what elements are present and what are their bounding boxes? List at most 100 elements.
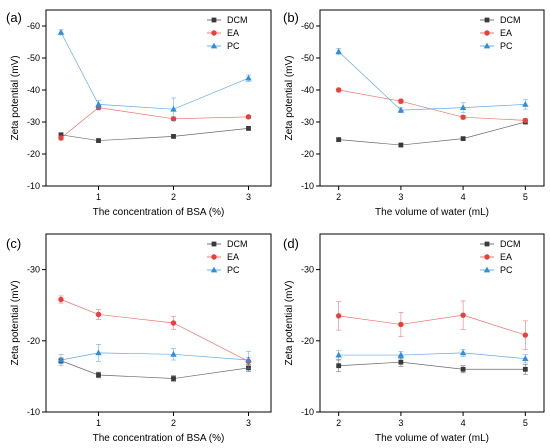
data-point (95, 349, 102, 356)
panel-label: (d) (283, 236, 299, 251)
data-point (398, 142, 404, 148)
data-point (171, 376, 176, 381)
series-pc (57, 344, 252, 369)
data-point (460, 114, 466, 120)
y-tick-label: -30 (301, 265, 314, 275)
data-point (398, 359, 404, 365)
x-tick-label: 1 (96, 192, 101, 202)
data-point (335, 87, 342, 93)
panel-label: (a) (6, 10, 22, 25)
data-point (522, 366, 528, 372)
data-point (96, 138, 101, 143)
data-point (246, 126, 251, 131)
data-point (398, 321, 404, 328)
x-tick-label: 2 (336, 192, 341, 202)
legend-entry: DCM (227, 15, 248, 25)
x-tick-label: 3 (398, 418, 403, 428)
legend-marker (211, 30, 217, 36)
y-tick-label: -40 (301, 85, 314, 95)
legend-entry: EA (227, 252, 239, 262)
data-point (522, 101, 529, 107)
x-tick-label: 2 (171, 418, 176, 428)
series-ea (335, 87, 529, 124)
legend-entry: PC (227, 265, 240, 275)
plot-frame (319, 9, 545, 187)
series-ea (335, 300, 529, 350)
data-point (460, 312, 466, 318)
y-tick-label: -20 (301, 336, 314, 346)
x-tick-label: 3 (246, 192, 251, 202)
legend-marker (211, 254, 217, 260)
plot-frame (45, 233, 272, 413)
data-point (459, 349, 467, 356)
data-point (336, 363, 342, 369)
series-line (60, 128, 249, 141)
y-tick-label: -30 (27, 117, 40, 127)
x-tick-label: 5 (523, 192, 528, 202)
y-tick-label: -10 (27, 181, 40, 191)
data-point (245, 114, 252, 120)
data-point (95, 311, 102, 318)
x-tick-label: 2 (336, 418, 341, 428)
legend-entry: EA (500, 28, 512, 38)
legend-marker (483, 42, 491, 49)
data-point (95, 101, 102, 107)
series-line (338, 314, 526, 336)
y-tick-label: -60 (301, 21, 314, 31)
data-point (171, 134, 176, 139)
data-point (96, 372, 101, 378)
y-axis-label: Zeta potential (mV) (10, 280, 21, 365)
legend: DCM EA PC (480, 239, 521, 275)
legend-marker (210, 42, 218, 49)
plot-frame (45, 9, 272, 187)
x-tick-label: 3 (398, 192, 403, 202)
series-line (338, 361, 526, 370)
legend-entry: PC (227, 41, 240, 51)
panel-label: (c) (6, 236, 21, 251)
legend-marker (210, 266, 218, 273)
chart-panel-c: -10 -20 -30 1 2 3 The concentration of BSA (%)… (6, 233, 272, 444)
y-tick-label: -20 (301, 149, 314, 159)
data-point (522, 355, 529, 361)
series-line (338, 352, 526, 359)
x-tick-label: 5 (523, 418, 528, 428)
plot-frame (319, 233, 545, 413)
data-point (170, 320, 177, 326)
data-point (58, 296, 64, 303)
legend: DCM EA PC (207, 15, 248, 51)
series-ea (58, 104, 252, 141)
chart-panel-a: -10 -20 -30 -40 -50 -60 1 2 3 The concentration o… (6, 9, 272, 218)
data-point (398, 98, 404, 104)
data-point (397, 106, 405, 113)
x-tick-label: 1 (96, 418, 101, 428)
y-axis-label: Zeta potential (mV) (10, 55, 21, 140)
y-tick-label: -40 (27, 85, 40, 95)
x-axis-label: The concentration of BSA (%) (93, 207, 225, 218)
y-tick-label: -30 (301, 117, 314, 127)
chart-panel-d: -10 -20 -30 2 3 4 5 The volume of water (mL) Zet… (283, 233, 545, 444)
x-tick-label: 2 (171, 192, 176, 202)
legend-marker (484, 30, 490, 36)
y-tick-label: -10 (301, 407, 314, 417)
y-tick-label: -50 (301, 53, 314, 63)
data-point (335, 48, 342, 54)
data-point (460, 366, 466, 372)
data-point (336, 137, 342, 142)
series-pc (335, 349, 529, 364)
series-line (60, 352, 249, 361)
panel-label: (b) (283, 10, 299, 25)
series-line (60, 32, 249, 110)
data-point (170, 350, 177, 357)
legend-marker (484, 17, 490, 23)
data-point (335, 313, 342, 319)
legend: DCM EA PC (480, 15, 521, 51)
y-tick-label: -10 (301, 181, 314, 191)
series-line (60, 299, 249, 362)
data-point (522, 332, 529, 338)
x-axis-label: The concentration of BSA (%) (93, 433, 225, 444)
legend-marker (211, 241, 217, 247)
series-pc (335, 48, 529, 114)
x-axis-label: The volume of water (mL) (375, 207, 489, 218)
data-point (335, 351, 342, 358)
legend-entry: DCM (500, 239, 521, 249)
